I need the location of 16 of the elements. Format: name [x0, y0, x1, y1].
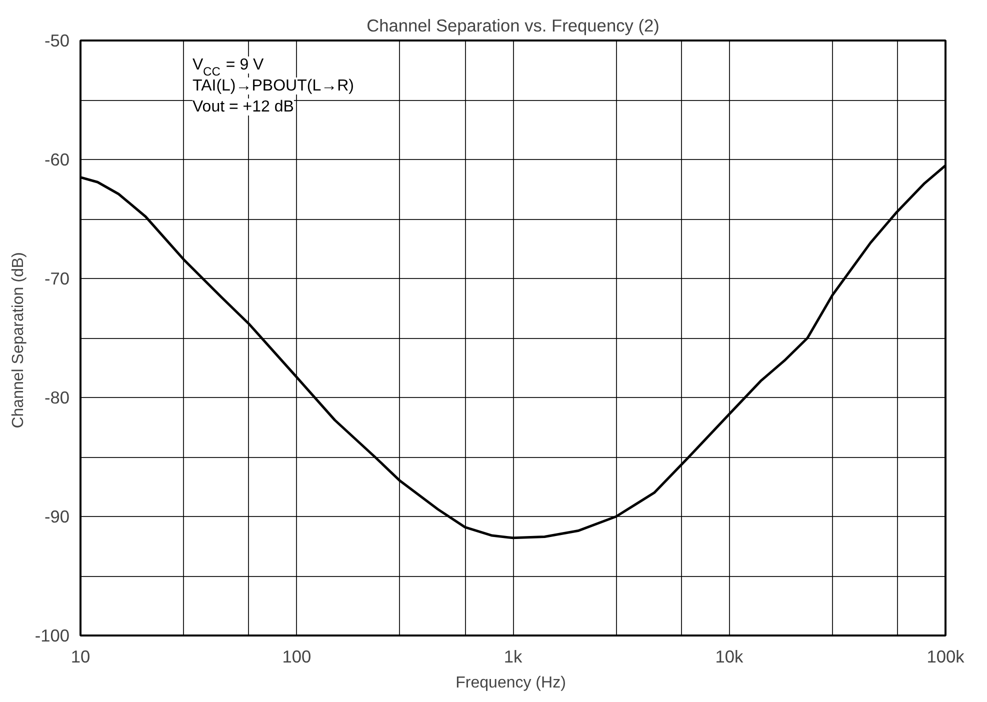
y-tick-label: -90	[44, 506, 70, 526]
y-tick-label: -100	[34, 626, 70, 646]
chart-title: Channel Separation vs. Frequency (2)	[366, 16, 660, 36]
y-tick-label: -60	[44, 150, 70, 170]
x-axis-title: Frequency (Hz)	[456, 674, 566, 692]
x-tick-label: 10	[70, 646, 90, 666]
x-tick-label: 100	[282, 646, 312, 666]
y-tick-label: -70	[44, 268, 70, 288]
y-tick-label: -50	[44, 30, 70, 50]
y-tick-label: -80	[44, 388, 70, 408]
annotation: Vout = +12 dB	[192, 98, 294, 116]
x-tick-label: 100k	[926, 646, 965, 666]
x-tick-label: 1k	[504, 646, 522, 666]
x-tick-label: 10k	[715, 646, 744, 666]
y-axis-title: Channel Separation (dB)	[10, 252, 27, 428]
annotation: TAI(L)→PBOUT(L→R)	[192, 78, 354, 94]
